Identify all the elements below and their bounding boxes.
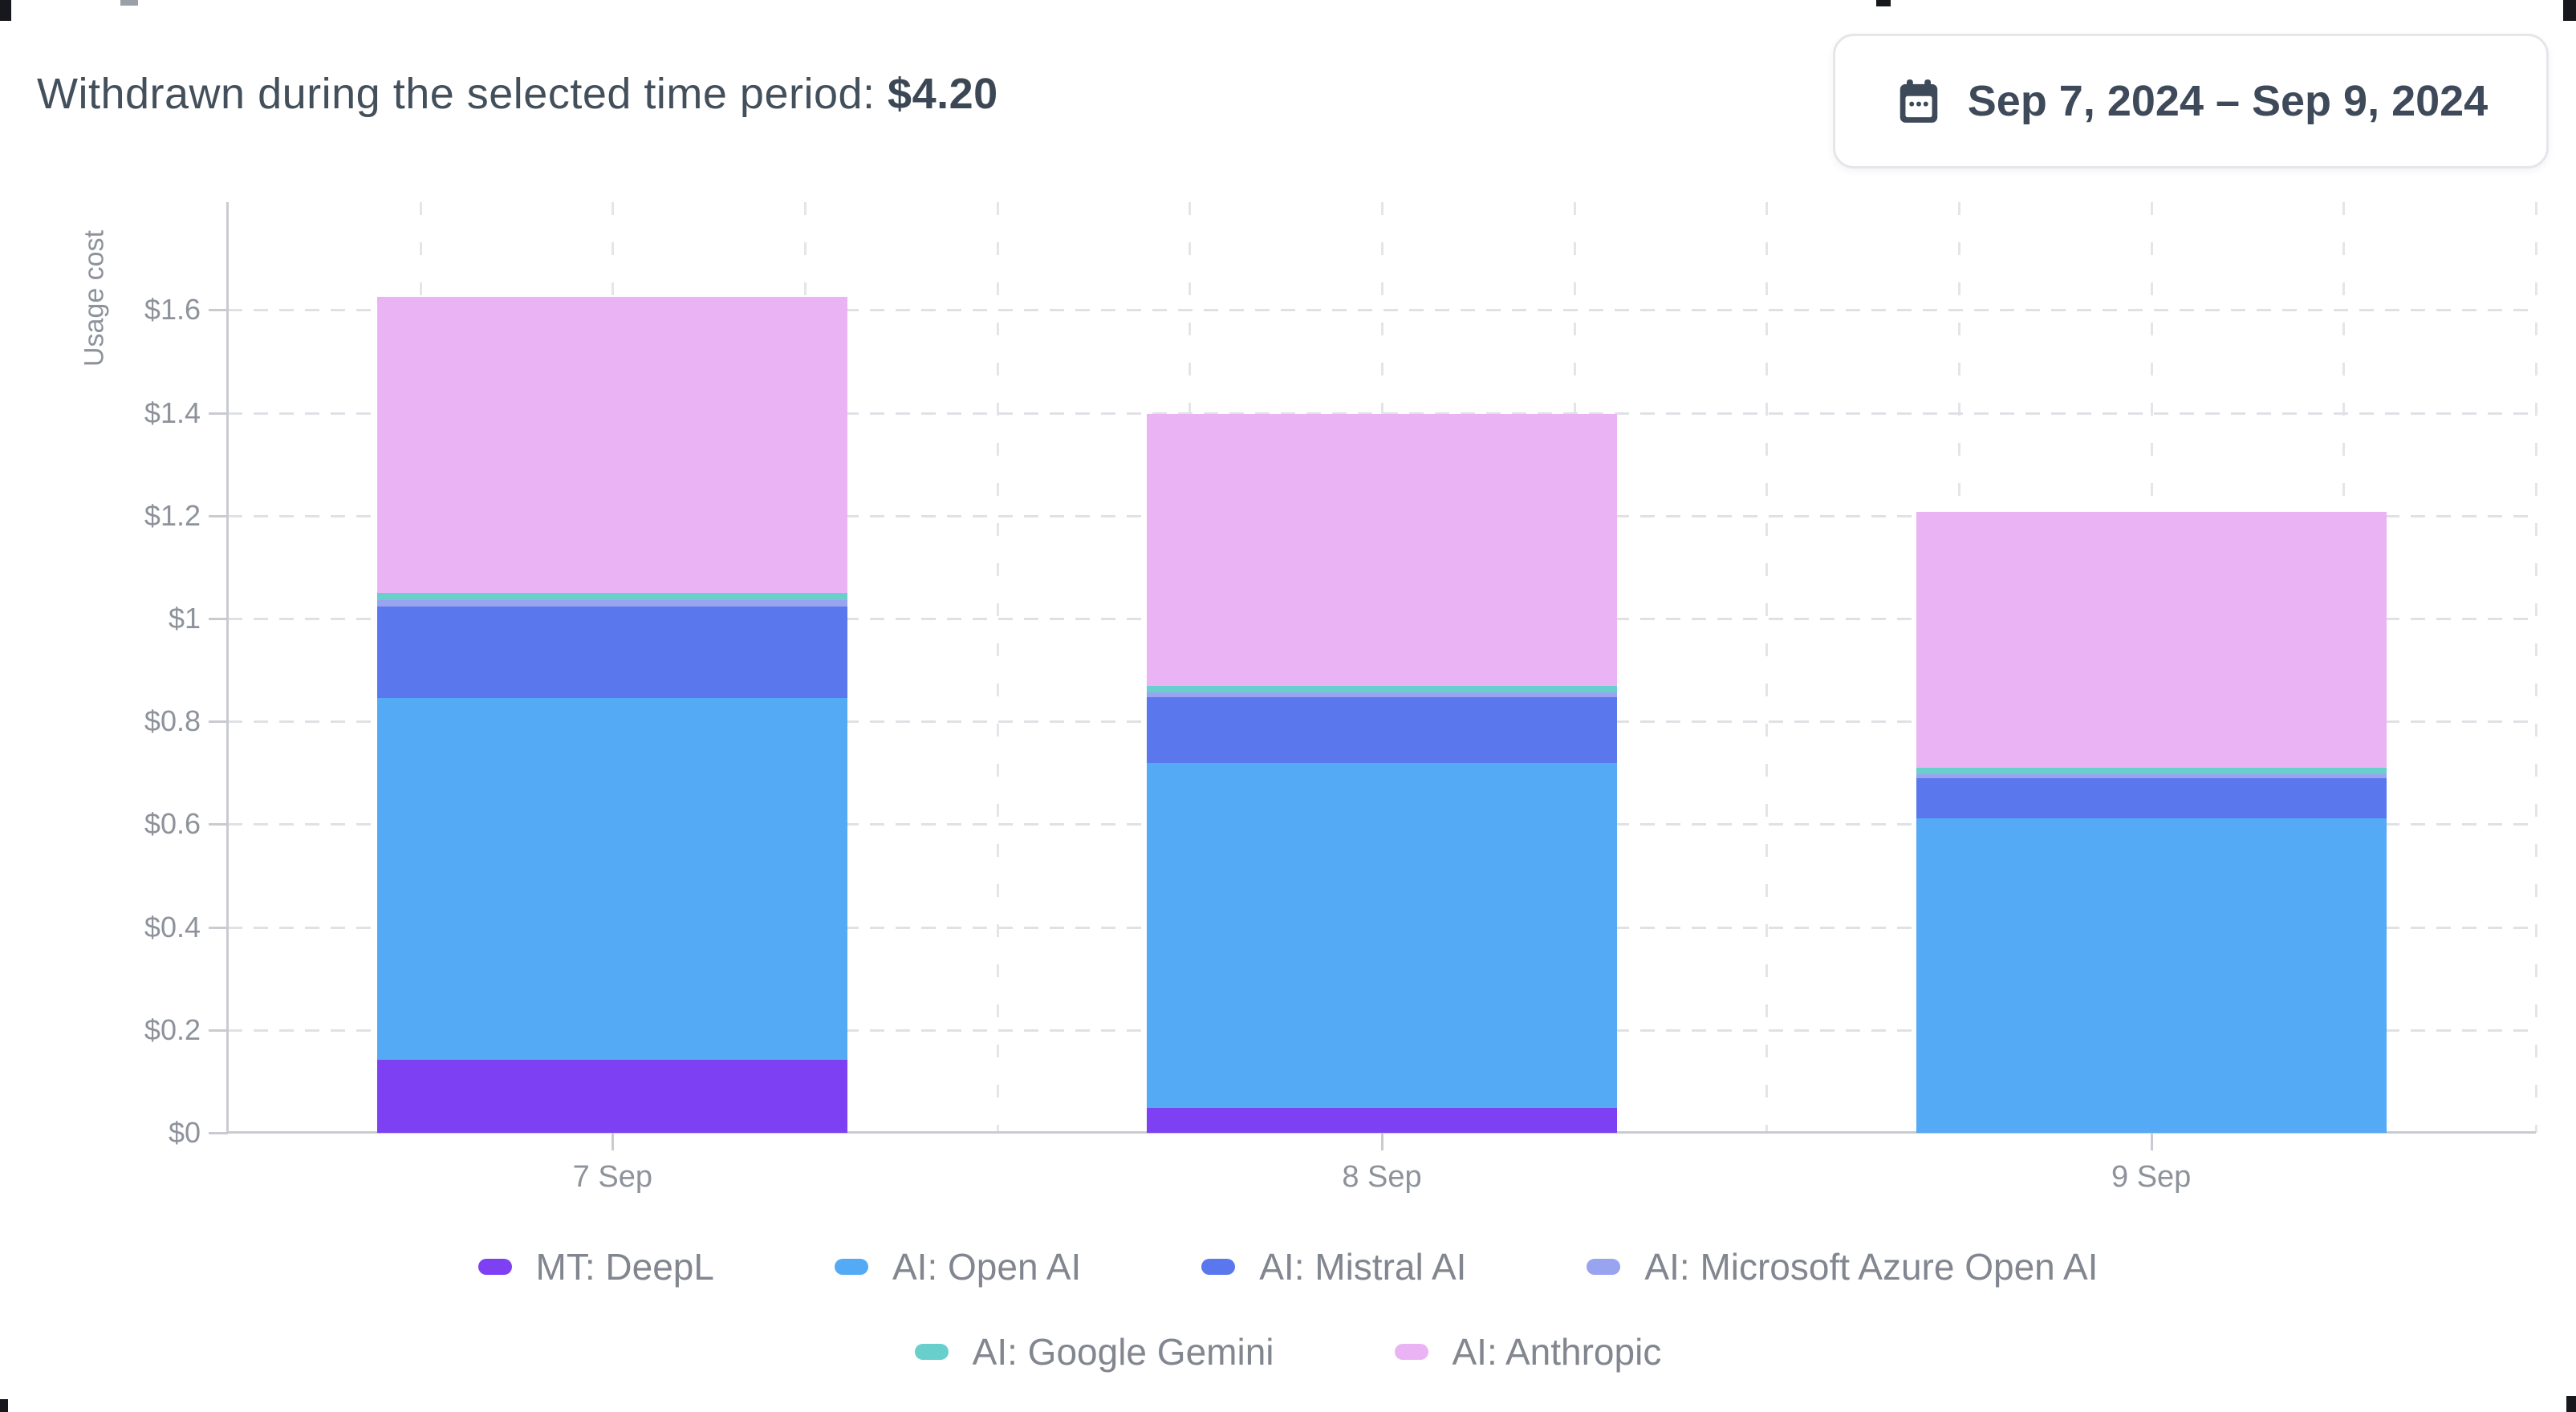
bar-segment-9-Sep-AI-Microsoft-Azure-Open-AI[interactable] <box>1916 774 2387 778</box>
vertical-gridline <box>1765 202 1769 1133</box>
y-tick-label: $0 <box>168 1116 201 1149</box>
page-edge-artifact <box>0 0 11 21</box>
y-tick-label: $1.6 <box>144 293 201 327</box>
y-tick-label: $0.6 <box>144 807 201 841</box>
vertical-gridline <box>2535 202 2537 1133</box>
y-axis-tick <box>209 720 228 724</box>
vertical-gridline <box>996 202 999 1133</box>
page-edge-artifact <box>1876 0 1891 6</box>
date-range-picker-button[interactable]: Sep 7, 2024 – Sep 9, 2024 <box>1833 34 2549 168</box>
legend-label: MT: DeepL <box>535 1246 714 1288</box>
page-edge-artifact <box>2563 0 2576 21</box>
y-axis-tick <box>209 1029 228 1032</box>
legend-swatch <box>914 1344 949 1360</box>
horizontal-gridline <box>228 412 2536 415</box>
y-tick-label: $1 <box>168 602 201 635</box>
x-tick-label: 8 Sep <box>1342 1160 1422 1194</box>
legend-label: AI: Mistral AI <box>1259 1246 1467 1288</box>
bar-segment-8-Sep-AI-Microsoft-Azure-Open-AI[interactable] <box>1147 692 1617 698</box>
bar-segment-9-Sep-AI-Mistral-AI[interactable] <box>1916 777 2387 819</box>
legend-label: AI: Anthropic <box>1452 1331 1662 1373</box>
bar-segment-7-Sep-AI-Google-Gemini[interactable] <box>377 592 848 600</box>
bar-segment-7-Sep-AI-Open-AI[interactable] <box>377 698 848 1060</box>
y-axis-tick <box>209 1132 228 1134</box>
legend-item-AI-Microsoft-Azure-Open-AI[interactable]: AI: Microsoft Azure Open AI <box>1587 1245 2098 1288</box>
x-tick-label: 9 Sep <box>2111 1160 2192 1194</box>
x-tick-label: 7 Sep <box>572 1160 652 1194</box>
bar-segment-8-Sep-AI-Google-Gemini[interactable] <box>1147 685 1617 693</box>
withdrawn-summary: Withdrawn during the selected time perio… <box>37 69 998 119</box>
bar-segment-8-Sep-AI-Open-AI[interactable] <box>1147 763 1617 1109</box>
y-axis-tick <box>209 926 228 929</box>
bar-segment-7-Sep-AI-Mistral-AI[interactable] <box>377 607 848 699</box>
legend-row: AI: Google Gemini AI: Anthropic <box>0 1330 2576 1373</box>
page-edge-artifact <box>120 0 138 6</box>
legend-swatch <box>1201 1259 1236 1275</box>
legend-row: MT: DeepL AI: Open AI AI: Mistral AI AI: Mi… <box>0 1245 2576 1288</box>
legend-label: AI: Google Gemini <box>972 1331 1274 1373</box>
legend-label: AI: Microsoft Azure Open AI <box>1644 1246 2099 1288</box>
y-tick-label: $0.2 <box>144 1012 201 1046</box>
bar-segment-7-Sep-AI-Anthropic[interactable] <box>377 297 848 593</box>
y-tick-label: $0.4 <box>144 910 201 943</box>
page-edge-artifact <box>0 1399 8 1412</box>
legend-swatch <box>1394 1344 1428 1360</box>
horizontal-gridline <box>228 309 2536 312</box>
withdrawn-summary-label: Withdrawn during the selected time perio… <box>37 70 876 118</box>
bar-segment-7-Sep-AI-Microsoft-Azure-Open-AI[interactable] <box>377 599 848 607</box>
y-axis-line <box>226 202 229 1133</box>
y-tick-label: $1.4 <box>144 396 201 429</box>
bar-segment-9-Sep-AI-Google-Gemini[interactable] <box>1916 767 2387 775</box>
bar-segment-8-Sep-AI-Mistral-AI[interactable] <box>1147 697 1617 764</box>
legend-item-AI-Mistral-AI[interactable]: AI: Mistral AI <box>1201 1245 1466 1288</box>
y-axis-tick <box>209 309 228 312</box>
y-tick-label: $0.8 <box>144 704 201 738</box>
legend-item-AI-Google-Gemini[interactable]: AI: Google Gemini <box>914 1330 1274 1373</box>
calendar-icon <box>1894 76 1944 126</box>
legend-item-AI-Open-AI[interactable]: AI: Open AI <box>834 1245 1082 1288</box>
x-axis-tick <box>611 1133 615 1150</box>
withdrawn-summary-value: $4.20 <box>888 70 998 118</box>
legend-item-AI-Anthropic[interactable]: AI: Anthropic <box>1394 1330 1662 1373</box>
y-axis-tick <box>209 823 228 826</box>
page-edge-artifact <box>2566 1396 2576 1412</box>
legend-item-MT-DeepL[interactable]: MT: DeepL <box>477 1245 714 1288</box>
date-range-label: Sep 7, 2024 – Sep 9, 2024 <box>1967 77 2489 125</box>
y-axis-tick <box>209 618 228 620</box>
chart-legend: MT: DeepL AI: Open AI AI: Mistral AI AI: Mi… <box>0 1245 2576 1373</box>
bar-segment-8-Sep-MT-DeepL[interactable] <box>1147 1108 1617 1133</box>
y-axis-tick <box>209 514 228 517</box>
bar-segment-9-Sep-AI-Anthropic[interactable] <box>1916 512 2387 768</box>
y-tick-label: $1.2 <box>144 498 201 532</box>
legend-swatch <box>834 1259 868 1275</box>
x-axis-tick <box>1381 1133 1383 1150</box>
legend-swatch <box>477 1259 512 1275</box>
y-axis-tick <box>209 412 228 415</box>
legend-label: AI: Open AI <box>892 1246 1082 1288</box>
bar-segment-9-Sep-AI-Open-AI[interactable] <box>1916 818 2387 1133</box>
x-axis-tick <box>2150 1133 2153 1150</box>
bar-segment-8-Sep-AI-Anthropic[interactable] <box>1147 413 1617 686</box>
legend-swatch <box>1587 1259 1621 1275</box>
bar-segment-7-Sep-MT-DeepL[interactable] <box>377 1059 848 1133</box>
